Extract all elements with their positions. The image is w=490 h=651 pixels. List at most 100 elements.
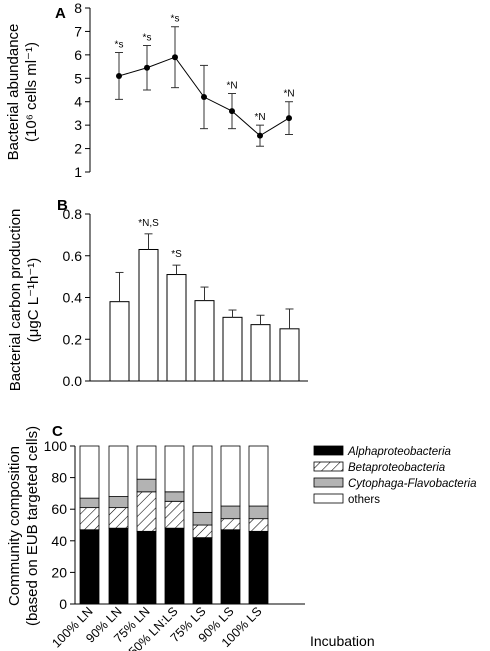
panel-c-bar-segment: [108, 496, 129, 509]
panel-c-legend-label: others: [348, 494, 380, 506]
panel-b-annotation: *S: [171, 249, 182, 260]
panel-c-x-tick-label: 100% LN: [49, 604, 95, 650]
panel-c-y-tick-label: 20: [51, 564, 67, 580]
panel-a-data-point: [257, 132, 263, 139]
panel-a-ylabel-line2: (10⁶ cells ml⁻¹): [23, 42, 40, 142]
panel-a-data-point: [144, 64, 150, 71]
panel-c-bar-segment: [192, 537, 213, 605]
panel-c-xlabel: Incubation: [310, 633, 375, 649]
panel-b-bars: *N,S *S: [109, 218, 300, 382]
panel-c-legend-swatch: [313, 461, 344, 472]
panel-c-bar-segment: [108, 507, 129, 529]
panel-c: C Community composition (based on EUB ta…: [6, 423, 477, 651]
panel-b-y-tick-label: 0.6: [63, 248, 83, 264]
panel-a-y-tick-label: 2: [74, 141, 82, 157]
panel-c-bar-segment: [220, 445, 241, 507]
panel-a-data-point: [229, 108, 235, 115]
panel-a-y-tick-label: 5: [74, 70, 82, 86]
panel-c-bar-segment: [136, 445, 157, 480]
panel-c-bar-segment: [136, 478, 157, 493]
panel-b-label: B: [57, 197, 68, 214]
panel-b-bar: [250, 324, 271, 382]
panel-b-y-tick-label: 0.4: [63, 290, 83, 306]
panel-c-bar-segment: [79, 507, 100, 531]
panel-a-data-point: [172, 54, 178, 61]
panel-a-annotation: *s: [171, 14, 180, 25]
panel-c-legend-label: Alphaproteobacteria: [347, 446, 451, 458]
panel-c-y-tick-label: 80: [51, 470, 67, 486]
panel-a-annotation: *N: [226, 81, 237, 92]
panel-a-y-ticks: 1 2 3 4 5 6 7 8: [74, 0, 90, 180]
panel-c-legend: Alphaproteobacteria Betaproteobacteria Cyt…: [313, 445, 477, 506]
panel-c-legend-label: Cytophaga-Flavobacteria: [348, 478, 477, 490]
panel-c-legend-swatch: [313, 445, 344, 456]
panel-a-ylabel-line1: Bacterial abundance: [5, 24, 22, 161]
panel-b-bar: [109, 301, 130, 382]
panel-b-ylabel-line1: Bacterial carbon production: [7, 209, 24, 392]
panel-b-y-tick-label: 0.8: [63, 206, 83, 222]
panel-b-y-tick-label: 0.0: [63, 373, 83, 389]
panel-a-data-point: [201, 94, 207, 101]
panel-a: A Bacterial abundance (10⁶ cells ml⁻¹) 1…: [5, 0, 295, 180]
panel-a-annotation: *s: [143, 32, 152, 43]
panel-c-bar-segment: [79, 497, 100, 509]
panel-c-bar-segment: [136, 530, 157, 605]
panel-c-bar-segment: [248, 530, 269, 605]
panel-c-legend-swatch: [313, 477, 344, 488]
panel-c-stacked-bars: [79, 445, 269, 605]
panel-b-y-tick-label: 0.2: [63, 331, 83, 347]
panel-a-label: A: [55, 5, 66, 22]
panel-a-annotation: *N: [254, 112, 265, 123]
panel-a-y-tick-label: 6: [74, 47, 82, 63]
panel-a-data-point: [116, 72, 122, 79]
panel-b-bar: [279, 328, 300, 382]
panel-c-bar-segment: [108, 445, 129, 497]
panel-b-bar: [166, 274, 187, 382]
panel-b-annotation: *N,S: [138, 218, 159, 229]
panel-b-bar: [222, 316, 243, 382]
panel-c-legend-swatch: [313, 493, 344, 504]
panel-c-y-tick-label: 100: [44, 438, 68, 454]
panel-b-bar: [138, 248, 159, 382]
panel-a-annotation: *s: [115, 40, 124, 51]
panel-b-y-ticks: 0.0 0.2 0.4 0.6 0.8: [63, 206, 90, 389]
panel-a-y-tick-label: 1: [74, 164, 82, 180]
panel-c-bar-segment: [220, 529, 241, 605]
panel-c-bar-segment: [164, 445, 185, 493]
panel-c-y-tick-label: 60: [51, 501, 67, 517]
panel-a-y-tick-label: 3: [74, 117, 82, 133]
panel-c-bar-segment: [192, 524, 213, 539]
panel-c-ylabel-line1: Community composition: [6, 446, 23, 606]
panel-c-y-ticks: 0 20 40 60 80 100: [44, 438, 75, 612]
panel-c-y-tick-label: 40: [51, 533, 67, 549]
panel-a-annotation: *N: [283, 89, 294, 100]
panel-c-bar-segment: [248, 445, 269, 507]
panel-b-ylabel-line2: (μgC L⁻¹h⁻¹): [25, 258, 42, 343]
panel-c-bar-segment: [79, 529, 100, 605]
panel-a-series: *s *s *s *N *N *N: [115, 14, 295, 147]
panel-c-bar-segment: [164, 491, 185, 502]
panel-c-bar-segment: [164, 527, 185, 605]
panel-c-ylabel-line2: (based on EUB targeted cells): [24, 426, 41, 626]
panel-c-bar-segment: [248, 505, 269, 520]
panel-c-y-tick-label: 0: [59, 596, 67, 612]
panel-a-y-tick-label: 4: [74, 94, 82, 110]
panel-c-bar-segment: [192, 445, 213, 513]
panel-c-bar-segment: [108, 527, 129, 605]
panel-a-y-tick-label: 8: [74, 0, 82, 16]
panel-b-bar: [194, 300, 215, 382]
panel-c-bar-segment: [164, 500, 185, 529]
panel-a-y-tick-label: 7: [74, 23, 82, 39]
panel-c-bar-segment: [248, 518, 269, 532]
panel-c-bar-segment: [192, 511, 213, 526]
panel-c-legend-label: Betaproteobacteria: [348, 462, 445, 474]
panel-b: B Bacterial carbon production (μgC L⁻¹h⁻…: [7, 197, 308, 391]
panel-c-bar-segment: [220, 518, 241, 531]
panel-c-bar-segment: [79, 445, 100, 499]
panel-c-bar-segment: [220, 505, 241, 520]
panel-c-label: C: [52, 423, 63, 440]
panel-a-data-point: [286, 115, 292, 122]
panel-c-bar-segment: [136, 491, 157, 532]
